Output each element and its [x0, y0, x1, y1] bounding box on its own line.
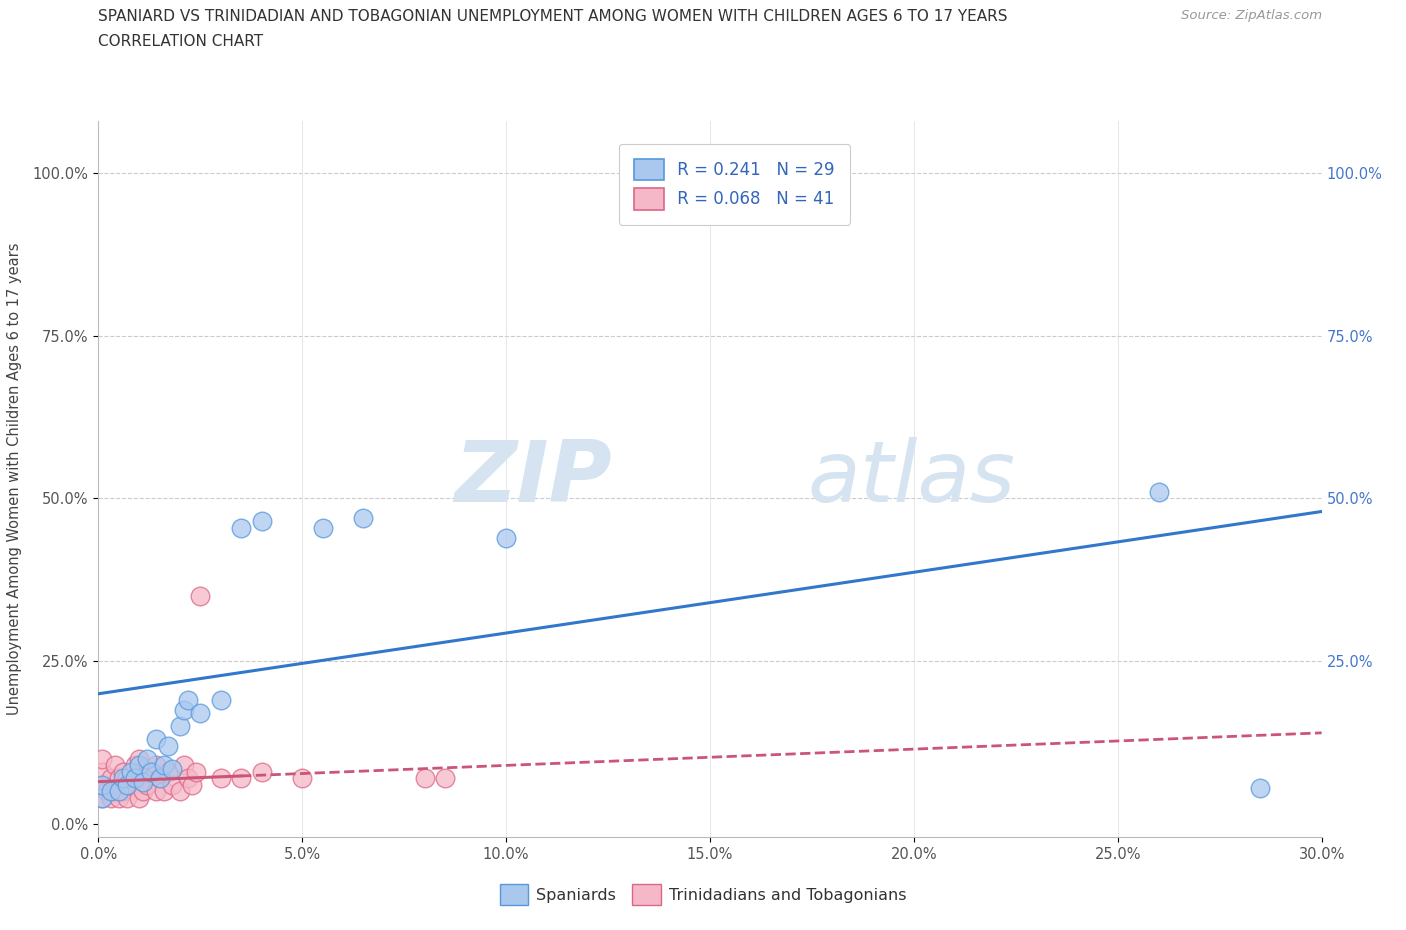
Point: [120, 777, 142, 792]
Point: [91, 777, 114, 792]
Point: [141, 764, 163, 779]
Text: CORRELATION CHART: CORRELATION CHART: [98, 34, 263, 49]
Point: [115, 777, 138, 792]
Point: [312, 521, 335, 536]
Point: [169, 784, 191, 799]
Point: [188, 706, 212, 721]
Point: [149, 771, 172, 786]
Point: [156, 738, 179, 753]
Point: [231, 521, 253, 536]
Point: [96, 784, 118, 799]
Point: [115, 771, 138, 786]
Point: [177, 771, 200, 786]
Text: SPANIARD VS TRINIDADIAN AND TOBAGONIAN UNEMPLOYMENT AMONG WOMEN WITH CHILDREN AG: SPANIARD VS TRINIDADIAN AND TOBAGONIAN U…: [98, 9, 1008, 24]
Point: [160, 777, 183, 792]
Legend:  R = 0.241   N = 29,  R = 0.068   N = 41: R = 0.241 N = 29, R = 0.068 N = 41: [619, 143, 849, 225]
Point: [173, 758, 195, 773]
Point: [181, 777, 204, 792]
Point: [115, 790, 138, 805]
Point: [177, 693, 200, 708]
Point: [91, 790, 114, 805]
Y-axis label: Unemployment Among Women with Children Ages 6 to 17 years: Unemployment Among Women with Children A…: [7, 243, 21, 715]
Legend: Spaniards, Trinidadians and Tobagonians: Spaniards, Trinidadians and Tobagonians: [492, 876, 914, 912]
Point: [100, 771, 122, 786]
Point: [186, 764, 208, 779]
Point: [209, 771, 232, 786]
Point: [149, 771, 172, 786]
Point: [108, 790, 131, 805]
Point: [111, 771, 134, 786]
Point: [104, 758, 127, 773]
Point: [188, 589, 212, 604]
Point: [132, 774, 155, 789]
Point: [250, 513, 273, 528]
Point: [91, 764, 114, 779]
Point: [145, 784, 167, 799]
Point: [108, 771, 131, 786]
Point: [152, 758, 174, 773]
Point: [352, 511, 374, 525]
Point: [145, 758, 167, 773]
Point: [120, 764, 142, 779]
Point: [124, 771, 146, 786]
Point: [128, 790, 150, 805]
Point: [141, 764, 163, 779]
Point: [124, 758, 146, 773]
Point: [1147, 485, 1170, 499]
Point: [128, 758, 150, 773]
Point: [495, 530, 517, 545]
Point: [250, 764, 273, 779]
Point: [136, 777, 159, 792]
Point: [91, 790, 114, 805]
Text: Source: ZipAtlas.com: Source: ZipAtlas.com: [1181, 9, 1322, 22]
Point: [91, 751, 114, 766]
Point: [136, 751, 159, 766]
Point: [156, 764, 179, 779]
Point: [132, 784, 155, 799]
Point: [169, 719, 191, 734]
Point: [173, 703, 195, 718]
Point: [291, 771, 314, 786]
Point: [91, 777, 114, 792]
Point: [111, 784, 134, 799]
Point: [160, 761, 183, 776]
Point: [100, 784, 122, 799]
Point: [145, 732, 167, 747]
Point: [128, 771, 150, 786]
Text: ZIP: ZIP: [454, 437, 612, 521]
Point: [128, 751, 150, 766]
Point: [1249, 781, 1271, 796]
Point: [152, 784, 174, 799]
Point: [209, 693, 232, 708]
Point: [413, 771, 436, 786]
Point: [111, 764, 134, 779]
Point: [104, 784, 127, 799]
Point: [100, 790, 122, 805]
Text: atlas: atlas: [808, 437, 1017, 521]
Point: [231, 771, 253, 786]
Point: [108, 784, 131, 799]
Point: [434, 771, 457, 786]
